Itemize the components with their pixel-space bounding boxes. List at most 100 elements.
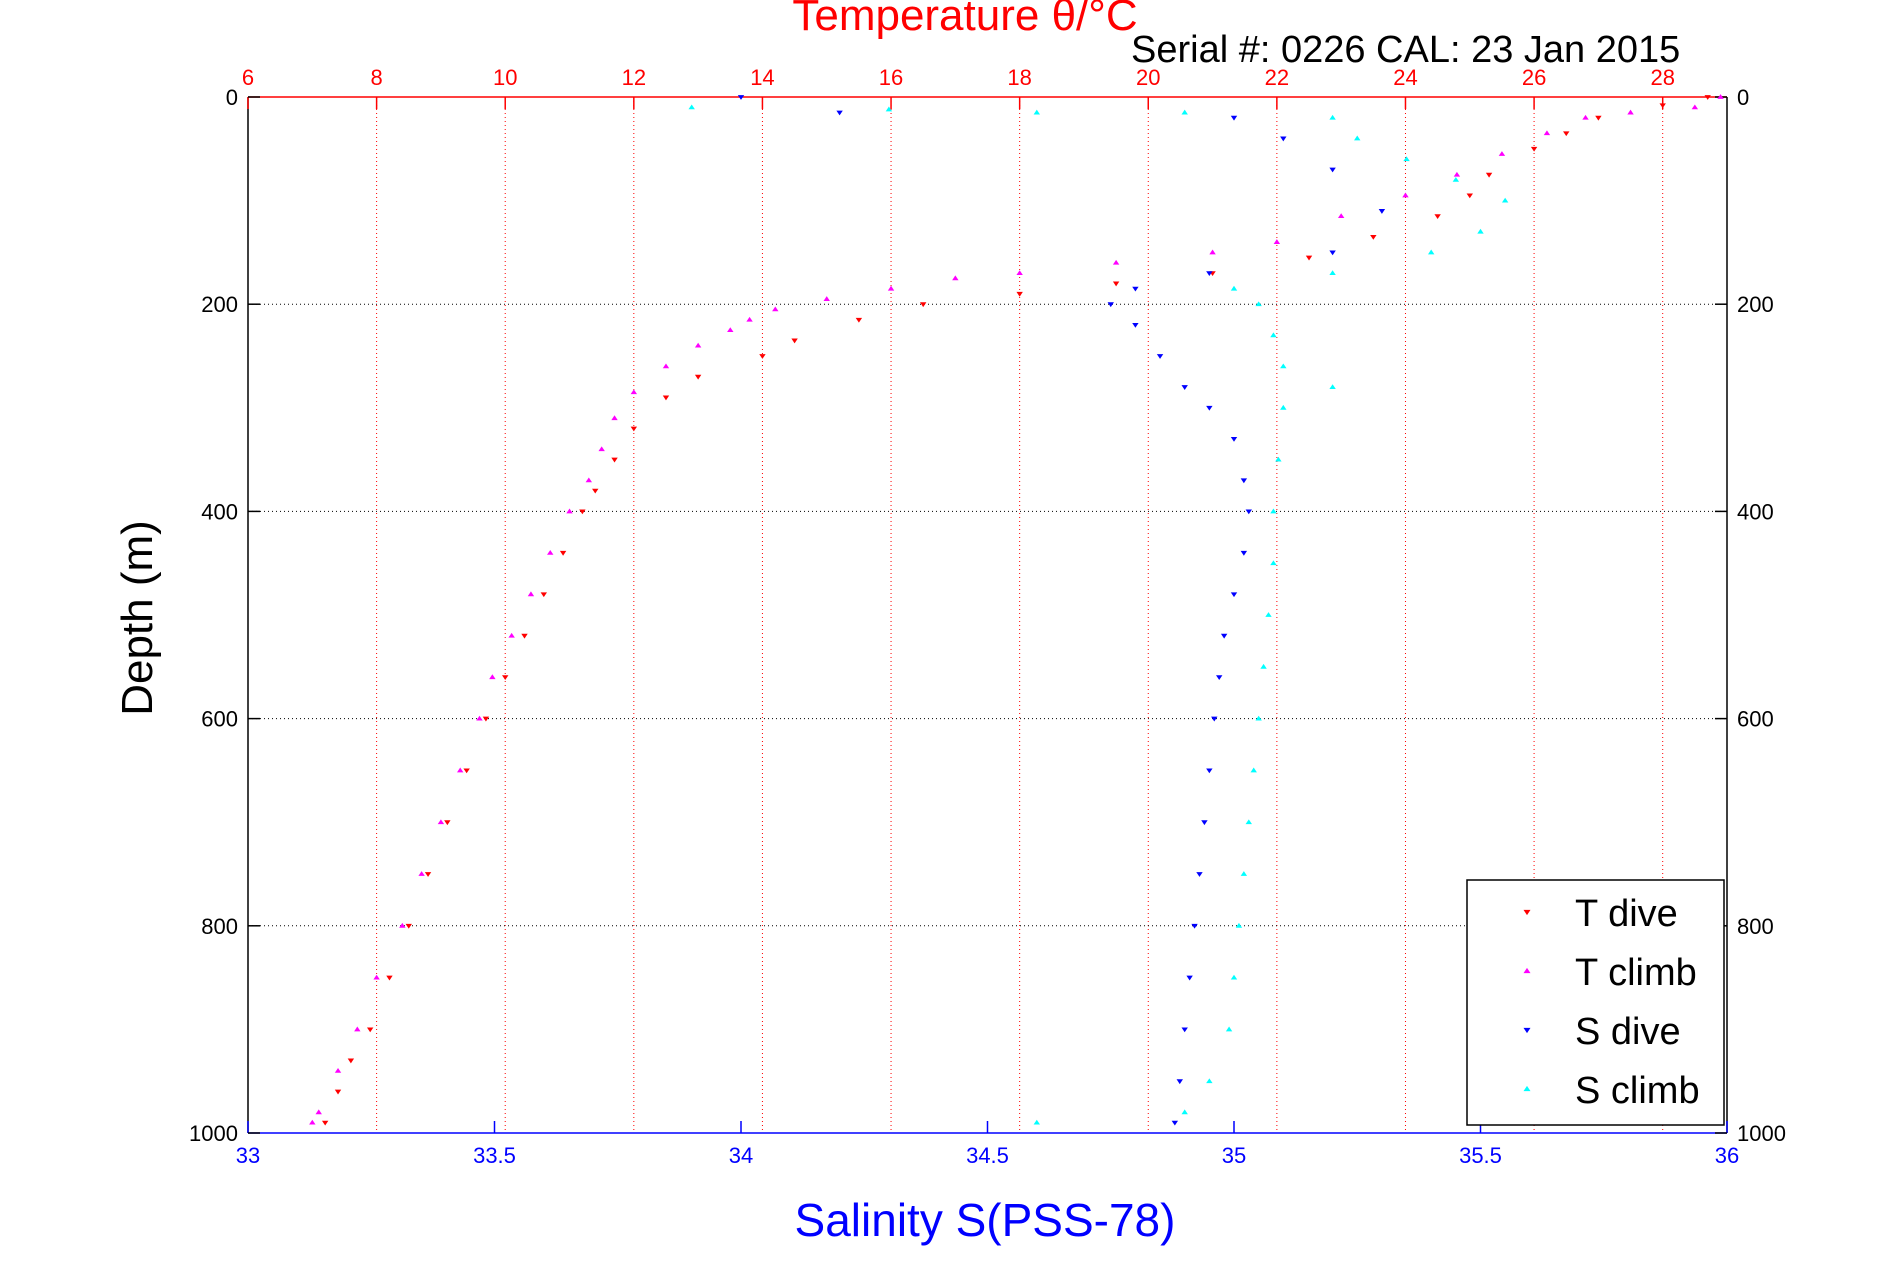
data-point bbox=[1201, 820, 1208, 826]
data-point bbox=[855, 317, 863, 323]
data-point bbox=[418, 871, 425, 876]
data-point bbox=[611, 457, 618, 463]
data-point bbox=[1206, 271, 1213, 276]
right-tick-label: 1000 bbox=[1737, 1121, 1786, 1146]
data-point bbox=[309, 1119, 316, 1125]
series-t-climb bbox=[309, 94, 1724, 1125]
data-point bbox=[1659, 103, 1666, 109]
legend-label: T climb bbox=[1575, 952, 1697, 994]
data-point bbox=[1112, 281, 1120, 287]
data-point bbox=[1196, 872, 1203, 877]
data-point bbox=[1402, 192, 1409, 198]
data-point bbox=[1595, 115, 1602, 121]
data-point bbox=[1240, 478, 1248, 484]
data-point bbox=[1563, 131, 1570, 137]
data-point bbox=[540, 592, 547, 598]
data-point bbox=[1275, 456, 1282, 462]
data-point bbox=[508, 632, 515, 638]
data-point bbox=[688, 104, 695, 110]
data-points bbox=[309, 94, 1724, 1126]
data-point bbox=[1329, 250, 1336, 256]
data-point bbox=[444, 820, 451, 826]
data-point bbox=[1156, 354, 1164, 359]
chart-subtitle: Serial #: 0226 CAL: 23 Jan 2015 bbox=[1131, 29, 1680, 71]
data-point bbox=[1245, 509, 1252, 515]
data-point bbox=[1337, 213, 1345, 219]
data-point bbox=[334, 1067, 342, 1073]
data-point bbox=[952, 275, 959, 281]
legend-marker bbox=[1523, 1085, 1531, 1092]
bottom-tick-label: 33 bbox=[236, 1143, 260, 1168]
data-point bbox=[823, 296, 830, 301]
left-tick-label: 200 bbox=[201, 292, 238, 317]
bottom-tick-label: 33.5 bbox=[473, 1143, 516, 1168]
data-point bbox=[1206, 405, 1213, 411]
data-point bbox=[366, 1027, 374, 1033]
data-point bbox=[1211, 716, 1218, 722]
data-point bbox=[1181, 109, 1188, 115]
top-tick-label: 22 bbox=[1265, 65, 1289, 90]
data-point bbox=[1255, 301, 1262, 307]
data-point bbox=[585, 477, 593, 483]
data-point bbox=[1354, 135, 1361, 141]
left-tick-label: 0 bbox=[226, 85, 238, 110]
data-point bbox=[1280, 136, 1287, 142]
data-point bbox=[457, 767, 464, 773]
top-tick-label: 8 bbox=[370, 65, 382, 90]
data-point bbox=[1016, 291, 1023, 297]
data-point bbox=[1270, 508, 1277, 514]
data-point bbox=[1016, 270, 1023, 276]
data-point bbox=[1543, 130, 1551, 136]
data-point bbox=[1270, 332, 1277, 338]
bottom-tick-label: 34.5 bbox=[966, 1143, 1009, 1168]
data-point bbox=[521, 633, 528, 639]
legend-marker bbox=[1523, 967, 1531, 974]
data-point bbox=[1280, 404, 1287, 410]
data-point bbox=[1370, 234, 1377, 240]
top-tick-label: 18 bbox=[1007, 65, 1031, 90]
data-point bbox=[611, 415, 618, 421]
data-point bbox=[1260, 663, 1267, 669]
series-s-climb bbox=[688, 104, 1509, 1125]
data-point bbox=[315, 1109, 322, 1115]
data-point bbox=[1378, 209, 1386, 214]
data-point bbox=[482, 716, 490, 722]
x-axis-label: Salinity S(PSS-78) bbox=[795, 1194, 1176, 1246]
data-point bbox=[1181, 1109, 1188, 1115]
left-tick-label: 1000 bbox=[189, 1121, 238, 1146]
data-point bbox=[662, 363, 670, 369]
data-point bbox=[347, 1058, 355, 1064]
data-point bbox=[1329, 270, 1336, 276]
data-point bbox=[1186, 975, 1193, 981]
data-point bbox=[1132, 323, 1139, 328]
top-tick-label: 14 bbox=[750, 65, 774, 90]
right-tick-label: 200 bbox=[1737, 292, 1774, 317]
left-tick-label: 800 bbox=[201, 914, 238, 939]
top-tick-label: 24 bbox=[1393, 65, 1417, 90]
data-point bbox=[1033, 1119, 1040, 1125]
legend-box bbox=[1466, 879, 1725, 1126]
bottom-tick-label: 35.5 bbox=[1459, 1143, 1502, 1168]
data-point bbox=[1501, 197, 1509, 203]
data-point bbox=[559, 550, 567, 556]
data-point bbox=[1704, 95, 1711, 100]
data-point bbox=[399, 922, 406, 928]
y-axis-label: Depth (m) bbox=[113, 520, 162, 716]
top-tick-label: 20 bbox=[1136, 65, 1160, 90]
right-tick-label: 800 bbox=[1737, 914, 1774, 939]
data-point bbox=[386, 975, 393, 981]
data-point bbox=[1403, 156, 1410, 162]
data-point bbox=[502, 675, 509, 681]
legend-label: S climb bbox=[1575, 1070, 1700, 1112]
data-point bbox=[1477, 228, 1484, 234]
data-point bbox=[1033, 109, 1040, 115]
data-point bbox=[1466, 193, 1473, 199]
series-s-dive bbox=[737, 95, 1386, 1126]
bottom-tick-label: 36 bbox=[1715, 1143, 1739, 1168]
data-point bbox=[1717, 94, 1724, 99]
data-point bbox=[1209, 249, 1216, 255]
data-point bbox=[1181, 1027, 1188, 1033]
data-point bbox=[476, 715, 483, 721]
left-tick-label: 600 bbox=[201, 707, 238, 732]
